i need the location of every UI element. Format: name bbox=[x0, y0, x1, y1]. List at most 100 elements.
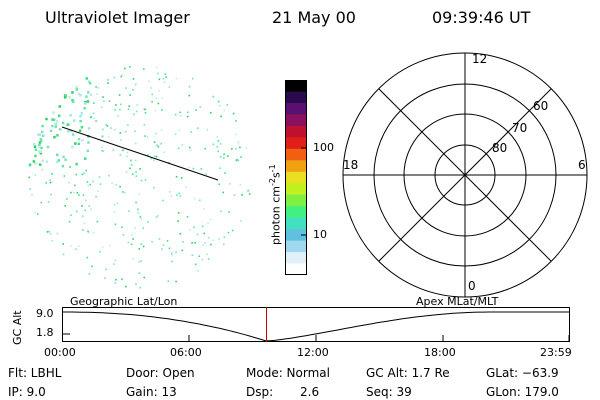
emission-speckle bbox=[174, 113, 177, 116]
emission-speckle bbox=[128, 210, 130, 212]
emission-speckle bbox=[129, 94, 131, 96]
emission-speckle bbox=[194, 241, 196, 244]
emission-speckle bbox=[115, 278, 117, 281]
emission-speckle bbox=[54, 122, 57, 126]
emission-speckle bbox=[125, 285, 127, 288]
emission-speckle bbox=[171, 253, 173, 256]
emission-speckle bbox=[85, 169, 87, 172]
emission-speckle bbox=[56, 153, 59, 157]
emission-speckle bbox=[40, 139, 43, 142]
emission-speckle bbox=[113, 128, 116, 131]
emission-speckle bbox=[206, 253, 208, 256]
emission-speckle bbox=[235, 120, 237, 122]
emission-speckle bbox=[71, 98, 74, 102]
emission-speckle bbox=[155, 66, 158, 69]
emission-speckle bbox=[140, 217, 142, 220]
emission-speckle bbox=[135, 110, 138, 113]
emission-speckle bbox=[69, 166, 71, 168]
emission-speckle bbox=[170, 195, 172, 197]
emission-speckle bbox=[134, 159, 137, 162]
emission-speckle bbox=[71, 91, 74, 94]
colorbar-band bbox=[285, 206, 307, 219]
emission-speckle bbox=[38, 141, 42, 144]
emission-speckle bbox=[49, 232, 52, 235]
emission-speckle bbox=[85, 199, 87, 202]
emission-speckle bbox=[203, 208, 205, 210]
emission-speckle bbox=[202, 244, 205, 247]
alt-xtick-0000: 00:00 bbox=[44, 346, 76, 359]
emission-speckle bbox=[95, 120, 97, 122]
auroral-image bbox=[28, 66, 251, 289]
emission-speckle bbox=[217, 100, 220, 103]
emission-speckle bbox=[161, 248, 163, 250]
emission-speckle bbox=[102, 128, 104, 131]
emission-speckle bbox=[144, 112, 147, 114]
emission-speckle bbox=[81, 173, 84, 176]
emission-speckle bbox=[77, 137, 81, 141]
emission-speckle bbox=[218, 238, 220, 240]
mode-field: Mode: Normal bbox=[246, 366, 330, 380]
emission-speckle bbox=[50, 193, 52, 196]
emission-speckle bbox=[82, 194, 85, 196]
emission-speckle bbox=[93, 102, 95, 104]
emission-speckle bbox=[42, 134, 45, 137]
emission-speckle bbox=[41, 168, 44, 171]
emission-speckle bbox=[131, 173, 134, 175]
emission-speckle bbox=[162, 199, 164, 202]
emission-speckle bbox=[239, 146, 241, 149]
emission-speckle bbox=[209, 218, 212, 221]
emission-speckle bbox=[83, 222, 86, 224]
emission-speckle bbox=[28, 163, 32, 166]
emission-speckle bbox=[130, 159, 132, 162]
emission-speckle bbox=[196, 233, 199, 236]
emission-speckle bbox=[175, 251, 177, 254]
emission-speckle bbox=[135, 171, 137, 173]
colorbar-label-sec: s bbox=[269, 172, 283, 179]
emission-speckle bbox=[151, 100, 153, 103]
colorbar-band bbox=[285, 171, 307, 184]
emission-speckle bbox=[144, 135, 146, 137]
emission-speckle bbox=[92, 232, 95, 234]
emission-speckle bbox=[192, 77, 194, 80]
emission-speckle bbox=[98, 176, 101, 178]
emission-speckle bbox=[86, 256, 89, 259]
emission-speckle bbox=[247, 189, 249, 192]
emission-speckle bbox=[142, 227, 145, 230]
emission-speckle bbox=[80, 126, 84, 129]
emission-speckle bbox=[95, 86, 97, 88]
emission-speckle bbox=[58, 128, 62, 131]
colorbar-band bbox=[285, 148, 307, 161]
emission-speckle bbox=[71, 133, 75, 136]
emission-speckle bbox=[29, 188, 31, 190]
emission-speckle bbox=[131, 233, 133, 236]
emission-speckle bbox=[134, 130, 136, 132]
colorbar-frame bbox=[285, 80, 307, 275]
emission-speckle bbox=[105, 268, 107, 271]
emission-speckle bbox=[143, 68, 145, 70]
emission-speckle bbox=[64, 158, 67, 161]
emission-speckle bbox=[64, 94, 67, 98]
emission-speckle bbox=[108, 100, 111, 102]
emission-speckle bbox=[96, 93, 98, 95]
emission-speckle bbox=[199, 106, 202, 108]
emission-speckle bbox=[175, 77, 178, 80]
emission-speckle bbox=[108, 174, 110, 177]
emission-speckle bbox=[46, 231, 49, 233]
emission-speckle bbox=[138, 272, 141, 274]
emission-speckle bbox=[49, 179, 51, 182]
emission-speckle bbox=[80, 112, 83, 115]
emission-speckle bbox=[193, 226, 195, 229]
emission-speckle bbox=[88, 273, 91, 275]
emission-speckle bbox=[201, 258, 204, 261]
emission-speckle bbox=[114, 259, 117, 262]
emission-speckle bbox=[89, 183, 91, 186]
alt-plot-ylabel: GC Alt bbox=[11, 310, 24, 345]
emission-speckle bbox=[222, 191, 224, 194]
emission-speckle bbox=[88, 205, 90, 207]
colorbar-band bbox=[285, 229, 307, 242]
emission-speckle bbox=[57, 159, 60, 162]
emission-speckle bbox=[121, 74, 124, 76]
emission-speckle bbox=[114, 109, 116, 111]
emission-speckle bbox=[113, 211, 116, 213]
emission-speckle bbox=[216, 146, 218, 148]
